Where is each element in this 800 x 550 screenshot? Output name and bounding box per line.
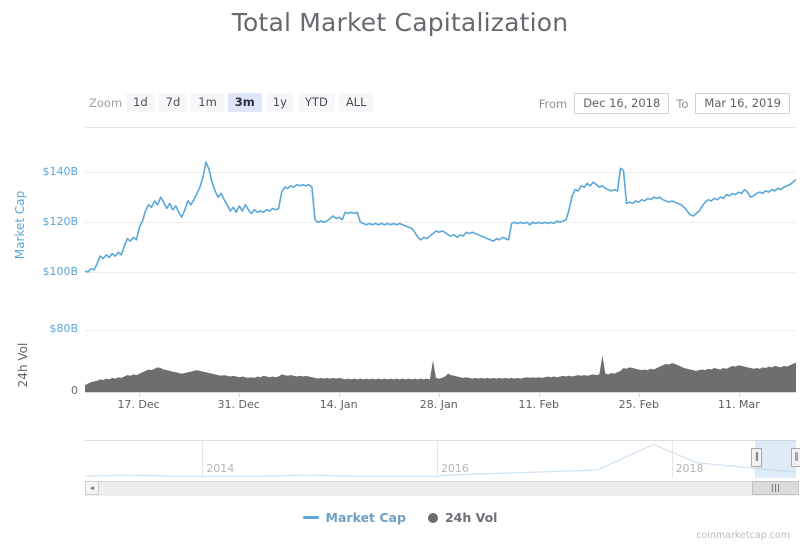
x-tick-mark bbox=[639, 392, 640, 397]
zoom-button-3m[interactable]: 3m bbox=[227, 93, 262, 112]
navigator-selection[interactable] bbox=[755, 440, 796, 478]
page-title: Total Market Capitalization bbox=[231, 8, 569, 37]
gridline-140b bbox=[85, 172, 796, 173]
volume-plot[interactable] bbox=[85, 330, 796, 392]
x-tick-1: 17. Dec bbox=[117, 398, 160, 411]
zoom-button-group: 1d 7d 1m 3m 1y YTD ALL bbox=[126, 93, 374, 112]
scrollbar-track[interactable] bbox=[85, 481, 796, 496]
navigator[interactable] bbox=[85, 440, 796, 478]
zoom-button-1d[interactable]: 1d bbox=[126, 93, 155, 112]
x-tick-mark bbox=[439, 392, 440, 397]
legend-item-market-cap[interactable]: Market Cap bbox=[302, 510, 406, 525]
to-label: To bbox=[676, 96, 689, 111]
zoom-button-all[interactable]: ALL bbox=[338, 93, 374, 112]
legend-label-volume: 24h Vol bbox=[444, 510, 498, 525]
y-tick-0: 0 bbox=[71, 384, 78, 397]
market-cap-plot[interactable] bbox=[85, 152, 796, 285]
x-tick-7: 11. Mar bbox=[717, 398, 760, 411]
navigator-handle-left[interactable]: ‖ bbox=[751, 448, 763, 467]
zoom-button-1y[interactable]: 1y bbox=[265, 93, 294, 112]
x-tick-3: 14. Jan bbox=[319, 398, 358, 411]
navigator-line bbox=[85, 443, 796, 477]
y-tick-120b: $120B bbox=[42, 215, 78, 228]
navigator-year-2014: 2014 bbox=[206, 462, 235, 475]
gridline-100b bbox=[85, 272, 796, 273]
navigator-top-line bbox=[85, 440, 796, 441]
y-tick-140b: $140B bbox=[42, 165, 78, 178]
gridline-80b bbox=[85, 330, 796, 331]
navigator-year-2018: 2018 bbox=[675, 462, 704, 475]
legend-item-volume[interactable]: 24h Vol bbox=[427, 510, 498, 525]
y-tick-100b: $100B bbox=[42, 265, 78, 278]
x-tick-mark bbox=[139, 392, 140, 397]
zoom-button-ytd[interactable]: YTD bbox=[297, 93, 335, 112]
navigator-gridline bbox=[672, 441, 673, 478]
navigator-year-2016: 2016 bbox=[440, 462, 469, 475]
zoom-button-7d[interactable]: 7d bbox=[158, 93, 188, 112]
x-tick-mark bbox=[239, 392, 240, 397]
navigator-series bbox=[85, 440, 796, 478]
zoom-label: Zoom bbox=[89, 96, 123, 110]
market-cap-line bbox=[85, 161, 796, 273]
navigator-handle-right[interactable]: ‖ bbox=[791, 448, 800, 467]
scrollbar-thumb[interactable]: ||| bbox=[752, 481, 799, 495]
to-date-input[interactable]: Mar 16, 2019 bbox=[695, 93, 790, 114]
date-range-group: From Dec 16, 2018 To Mar 16, 2019 bbox=[539, 93, 790, 114]
x-tick-mark bbox=[339, 392, 340, 397]
x-tick-4: 28. Jan bbox=[419, 398, 458, 411]
navigator-gridline bbox=[437, 441, 438, 478]
circle-icon bbox=[427, 512, 438, 523]
x-tick-5: 11. Feb bbox=[518, 398, 559, 411]
range-selector: Zoom 1d 7d 1m 3m 1y YTD ALL From Dec 16, 2018 … bbox=[0, 93, 800, 115]
from-label: From bbox=[538, 96, 568, 111]
from-date-input[interactable]: Dec 16, 2018 bbox=[574, 93, 670, 114]
header-divider bbox=[85, 127, 796, 128]
x-tick-2: 31. Dec bbox=[217, 398, 260, 411]
chart-legend: Market Cap 24h Vol bbox=[0, 510, 800, 525]
y-tick-80b: $80B bbox=[49, 322, 78, 335]
x-tick-mark bbox=[539, 392, 540, 397]
zoom-button-1m[interactable]: 1m bbox=[191, 93, 224, 112]
volume-area bbox=[85, 355, 796, 392]
gridline-120b bbox=[85, 222, 796, 223]
x-tick-mark bbox=[739, 392, 740, 397]
scroll-left-button[interactable]: ◂ bbox=[85, 481, 99, 495]
navigator-gridline bbox=[202, 441, 203, 478]
line-icon bbox=[302, 516, 319, 519]
x-axis-line bbox=[85, 392, 796, 393]
legend-label-market-cap: Market Cap bbox=[325, 510, 406, 525]
watermark: coinmarketcap.com bbox=[696, 530, 790, 541]
x-tick-6: 25. Feb bbox=[618, 398, 660, 411]
